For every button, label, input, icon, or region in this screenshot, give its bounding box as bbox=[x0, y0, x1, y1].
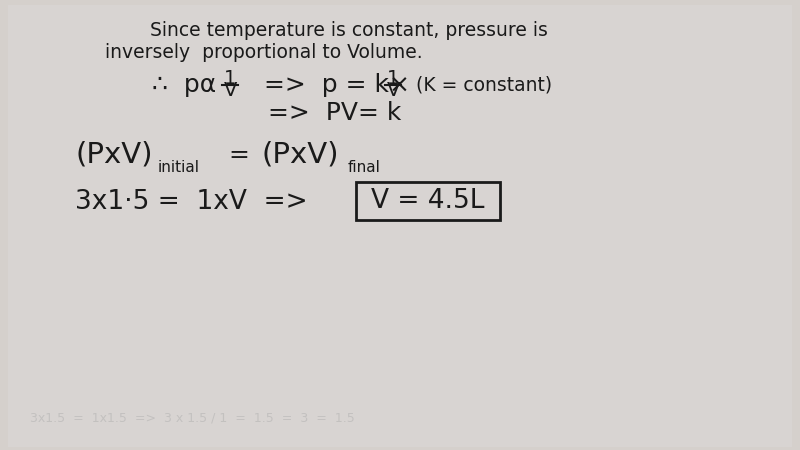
Text: 1: 1 bbox=[387, 69, 399, 89]
Text: (PxV): (PxV) bbox=[262, 141, 339, 169]
Text: (PxV): (PxV) bbox=[75, 141, 153, 169]
Text: V = 4.5L: V = 4.5L bbox=[371, 188, 485, 214]
FancyBboxPatch shape bbox=[8, 5, 792, 447]
Text: =>  p = k×: => p = k× bbox=[248, 73, 410, 97]
Text: Since temperature is constant, pressure is: Since temperature is constant, pressure … bbox=[150, 21, 548, 40]
Text: 1: 1 bbox=[224, 69, 236, 89]
Text: V: V bbox=[387, 81, 400, 100]
Text: V: V bbox=[224, 81, 238, 100]
Text: inversely  proportional to Volume.: inversely proportional to Volume. bbox=[105, 42, 422, 62]
FancyBboxPatch shape bbox=[356, 182, 500, 220]
Text: 3x1.5  =  1x1.5  =>  3 x 1.5 / 1  =  1.5  =  3  =  1.5: 3x1.5 = 1x1.5 => 3 x 1.5 / 1 = 1.5 = 3 =… bbox=[30, 411, 354, 424]
Text: =>  PV= k: => PV= k bbox=[268, 101, 402, 125]
Text: 3x1·5 =  1xV  =>: 3x1·5 = 1xV => bbox=[75, 189, 308, 215]
Text: initial: initial bbox=[158, 159, 200, 175]
Text: =: = bbox=[228, 143, 249, 167]
Text: final: final bbox=[348, 159, 381, 175]
Text: ∴  pα: ∴ pα bbox=[152, 73, 216, 97]
Text: (K = constant): (K = constant) bbox=[410, 76, 552, 94]
